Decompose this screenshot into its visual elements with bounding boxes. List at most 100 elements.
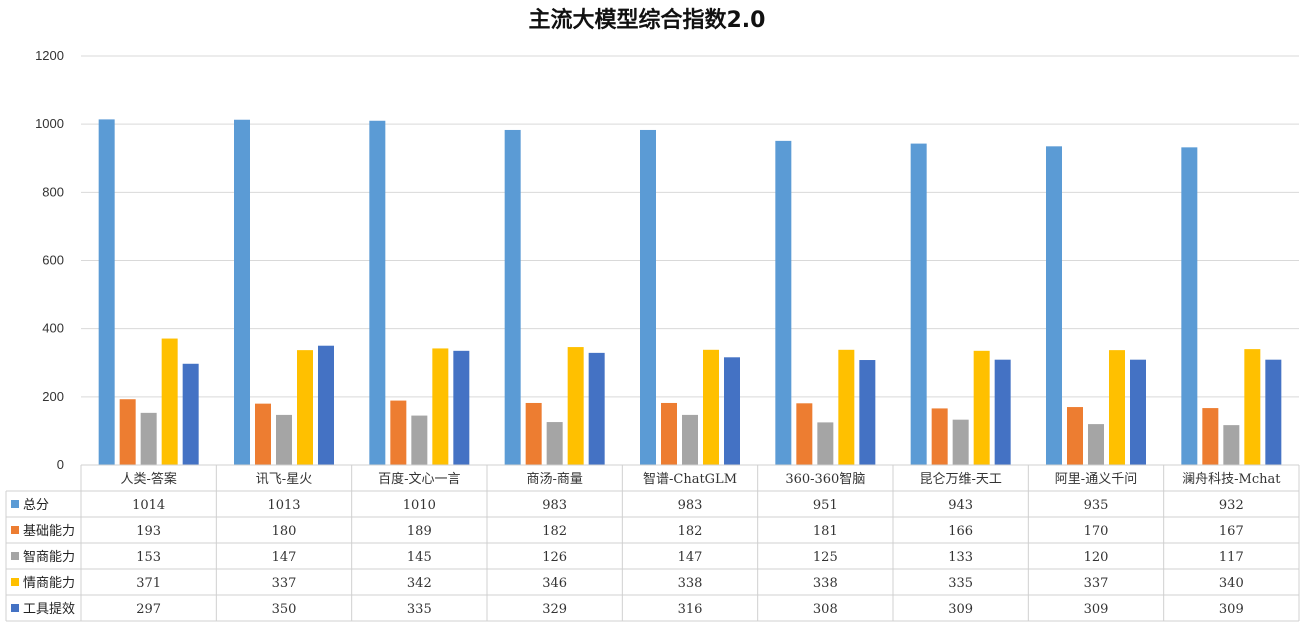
table-value: 126 (542, 550, 567, 565)
y-axis-ticks: 0 200 400 600 800 1000 1200 (35, 48, 64, 472)
table-value: 935 (1084, 498, 1109, 513)
y-tick-label: 1200 (35, 48, 64, 63)
table-value: 337 (1084, 576, 1109, 591)
table-value: 371 (136, 576, 161, 591)
table-value: 983 (542, 498, 567, 513)
table-value: 346 (542, 576, 567, 591)
table-value: 308 (813, 602, 838, 617)
bar (1067, 407, 1083, 465)
bar (640, 129, 656, 466)
bar (588, 352, 605, 465)
bar (838, 349, 855, 465)
x-category-label: 人类-答案 (120, 471, 176, 487)
table-value: 170 (1084, 524, 1109, 539)
bar (1046, 146, 1062, 465)
table-value: 180 (272, 524, 297, 539)
bar (994, 359, 1011, 465)
table-value: 1014 (132, 498, 165, 513)
x-category-label: 讯飞-星火 (256, 472, 312, 487)
y-tick-label: 1000 (35, 116, 64, 131)
table-value: 340 (1219, 576, 1244, 591)
bar (724, 357, 740, 465)
x-category-label: 智谱-ChatGLM (643, 472, 737, 487)
bar (411, 415, 428, 465)
bar (182, 363, 199, 465)
table-value: 943 (948, 498, 973, 513)
table-value: 153 (136, 550, 161, 565)
bar (796, 403, 813, 465)
legend-swatch (11, 604, 19, 612)
bar (140, 412, 157, 465)
table-value: 120 (1084, 550, 1109, 565)
table-value: 193 (136, 524, 161, 539)
bar (775, 140, 792, 465)
bar (661, 402, 677, 465)
x-category-label: 昆仑万维-天工 (919, 472, 1001, 487)
table-value: 297 (136, 602, 161, 617)
bar (931, 408, 948, 465)
bar (255, 403, 271, 465)
table-value: 316 (678, 602, 703, 617)
bar (952, 419, 969, 465)
bar (973, 350, 990, 465)
bar (567, 347, 584, 465)
table-value: 309 (1219, 602, 1244, 617)
bar (276, 414, 292, 465)
table-value: 182 (678, 524, 703, 539)
bar (453, 350, 470, 465)
bar (161, 338, 178, 465)
legend-swatch (11, 526, 19, 534)
table-value: 117 (1219, 550, 1244, 565)
bar (1244, 349, 1261, 465)
y-tick-label: 400 (42, 321, 64, 336)
bars (98, 119, 1282, 466)
bar (369, 120, 386, 465)
legend-label: 基础能力 (23, 524, 75, 539)
bar (1088, 424, 1104, 465)
table-value: 309 (1084, 602, 1109, 617)
bar (390, 400, 407, 465)
legend-label: 智商能力 (23, 550, 75, 565)
bar (234, 119, 250, 465)
y-tick-label: 800 (42, 184, 64, 199)
bar (1109, 350, 1125, 465)
table-value: 1013 (267, 498, 300, 513)
x-category-label: 澜舟科技-Mchat (1182, 472, 1281, 487)
legend-label: 总分 (23, 498, 49, 513)
bar (1265, 359, 1282, 465)
table-value: 182 (542, 524, 567, 539)
table-value: 983 (678, 498, 703, 513)
bar (98, 119, 115, 466)
table-value: 338 (678, 576, 703, 591)
bar (504, 129, 521, 466)
table-value: 329 (542, 602, 567, 617)
x-category-label: 商汤-商量 (526, 472, 582, 487)
legend-swatch (11, 578, 19, 586)
table-value: 1010 (403, 498, 436, 513)
x-category-label: 阿里-通义千问 (1055, 472, 1137, 487)
table-value: 189 (407, 524, 432, 539)
table-value: 335 (407, 602, 432, 617)
table-value: 342 (407, 576, 432, 591)
table-value: 309 (948, 602, 973, 617)
bar (703, 349, 719, 465)
legend-label: 工具提效 (23, 601, 75, 617)
bar (525, 402, 542, 465)
y-tick-label: 200 (42, 389, 64, 404)
table-value: 335 (948, 576, 973, 591)
bar (682, 414, 698, 465)
table-value: 166 (948, 524, 973, 539)
grid-lines (81, 55, 1299, 398)
legend-swatch (11, 500, 19, 508)
table-value: 181 (813, 524, 838, 539)
bar (318, 345, 334, 465)
bar (546, 422, 563, 465)
table-value: 133 (948, 550, 973, 565)
legend-swatch (11, 552, 19, 560)
table-value: 147 (272, 550, 297, 565)
table-value: 145 (407, 550, 432, 565)
bar (1223, 425, 1240, 465)
data-table: 人类-答案 讯飞-星火 百度-文心一言 商汤-商量 智谱-ChatGLM 360-360智… (5, 464, 1300, 622)
bar (119, 399, 136, 465)
